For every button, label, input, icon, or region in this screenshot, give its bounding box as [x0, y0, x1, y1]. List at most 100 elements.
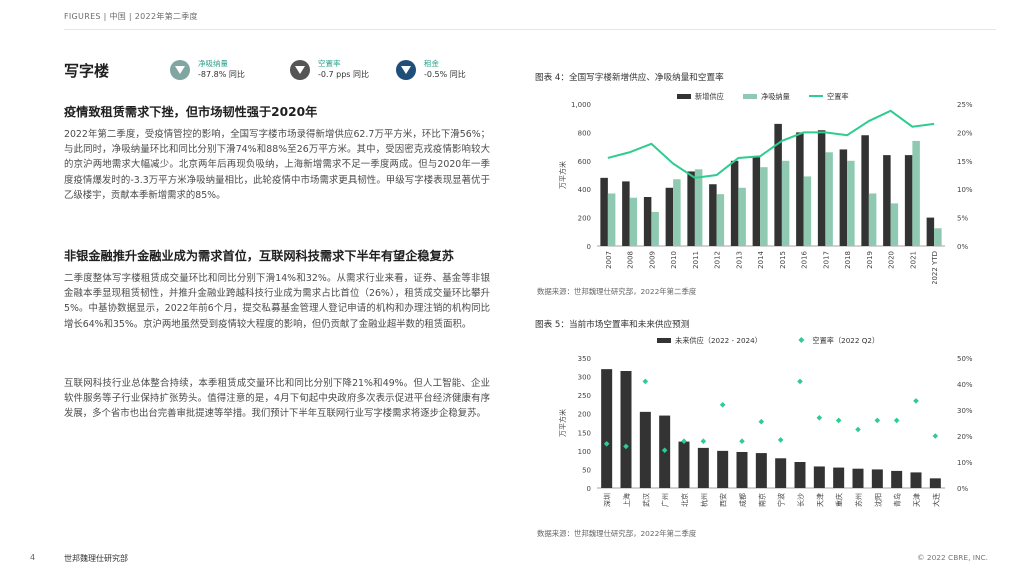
figure5-source: 数据来源：世邦魏理仕研究部，2022年第二季度	[537, 529, 697, 538]
bar	[755, 453, 767, 488]
y-tick-label: 250	[578, 392, 591, 400]
chart-future-supply-vacancy: 0 50 100 150 200 250 300 350 0% 10% 20% 30% 40% 50% 万平…	[558, 336, 973, 507]
bar	[678, 441, 690, 488]
bar	[813, 466, 825, 488]
x-tick-label: 重庆	[835, 493, 844, 507]
y-tick-label: 200	[578, 411, 591, 419]
legend-label: 空置率（2022 Q2）	[812, 336, 879, 345]
vacancy-point	[642, 378, 649, 385]
legend-label: 新增供应	[695, 92, 724, 101]
x-tick-label: 北京	[680, 493, 689, 507]
paragraph-3: 互联网科技行业总体整合持续，本季租赁成交量环比和同比分别下降21%和49%。但人…	[64, 378, 490, 420]
legend-swatch	[657, 338, 671, 343]
bar	[629, 197, 638, 246]
kpi-label: 空置率	[318, 59, 341, 68]
y2-tick-label: 10%	[957, 459, 973, 467]
kpi-value: -87.8% 同比	[198, 70, 245, 79]
y-tick-label: 50	[582, 466, 591, 474]
x-tick-label: 2012	[714, 251, 722, 269]
bar	[736, 451, 748, 488]
bar	[738, 187, 746, 246]
bar	[665, 187, 674, 246]
vacancy-line	[607, 109, 935, 179]
legend-label: 未来供应（2022 - 2024）	[675, 336, 762, 345]
kpi-value: -0.7 pps 同比	[318, 70, 370, 79]
bar	[687, 171, 695, 246]
y2-tick-label: 50%	[957, 355, 973, 363]
x-tick-label: 杭州	[699, 493, 708, 507]
vacancy-point	[719, 402, 726, 408]
y2-tick-label: 30%	[957, 407, 973, 415]
legend-label: 空置率	[827, 92, 849, 101]
y2-tick-label: 0%	[957, 243, 968, 251]
bar	[730, 160, 739, 246]
kpi-label: 净吸纳量	[198, 59, 228, 68]
x-tick-label: 长沙	[796, 493, 805, 507]
bar	[620, 371, 632, 488]
chart-supply-absorption-vacancy: 0 200 400 600 800 1,000 0% 5% 10% 15% 20% 25% 万平方米 20…	[558, 92, 973, 284]
vacancy-point	[893, 417, 900, 424]
vacancy-point	[816, 415, 823, 421]
x-tick-label: 上海	[622, 493, 631, 507]
y-tick-label: 150	[578, 429, 591, 437]
y2-tick-label: 25%	[957, 101, 973, 109]
bar	[825, 152, 833, 246]
x-tick-label: 2022 YTD	[931, 251, 939, 284]
legend-swatch	[798, 337, 805, 343]
y-tick-label: 1,000	[571, 101, 591, 109]
y-tick-label: 400	[578, 186, 591, 194]
bar	[622, 181, 630, 246]
bar	[890, 203, 899, 246]
bar	[910, 472, 922, 488]
y-tick-label: 800	[578, 129, 591, 137]
y2-tick-label: 15%	[957, 158, 973, 166]
bar	[717, 450, 729, 488]
vacancy-point	[777, 437, 784, 443]
bar	[803, 176, 812, 246]
bar	[774, 123, 782, 246]
x-tick-label: 2007	[605, 251, 613, 269]
y2-tick-label: 10%	[957, 186, 973, 194]
y2-tick-label: 40%	[957, 381, 973, 389]
bar	[891, 470, 903, 488]
vacancy-point	[835, 417, 842, 424]
vacancy-point	[700, 438, 707, 444]
x-tick-label: 大连	[931, 493, 940, 507]
x-tick-label: 苏州	[854, 493, 863, 507]
x-tick-label: 沈阳	[873, 493, 882, 507]
footer-brand: 世邦魏理仕研究部	[64, 554, 128, 563]
x-tick-label: 2019	[866, 251, 874, 269]
bar	[781, 160, 790, 246]
y2-tick-label: 0%	[957, 485, 968, 493]
y-tick-label: 350	[578, 355, 591, 363]
bar	[817, 130, 826, 246]
legend-label: 净吸纳量	[761, 92, 790, 101]
figure4-title: 图表 4：全国写字楼新增供应、净吸纳量和空置率	[535, 73, 724, 83]
y-axis-label: 万平方米	[558, 409, 567, 437]
vacancy-point	[758, 418, 765, 425]
x-tick-label: 2021	[909, 251, 917, 269]
x-tick-label: 2008	[627, 251, 635, 269]
figure5-title: 图表 5：当前市场空置率和未来供应预测	[535, 320, 690, 330]
y-tick-label: 100	[578, 448, 591, 456]
bar	[796, 132, 804, 246]
x-tick-label: 2010	[670, 251, 678, 269]
x-tick-label: 2017	[822, 251, 830, 269]
bar	[852, 468, 864, 488]
bar	[847, 160, 855, 246]
bar	[839, 149, 848, 246]
x-tick-label: 2016	[801, 250, 809, 268]
bar	[929, 478, 941, 488]
bar	[912, 140, 920, 246]
page-number: 4	[30, 553, 36, 562]
vacancy-point	[661, 447, 668, 454]
x-tick-label: 西安	[719, 493, 728, 507]
x-tick-label: 成都	[738, 493, 747, 507]
down-triangle-icon	[396, 60, 416, 80]
x-tick-label: 广州	[661, 493, 670, 507]
y-tick-label: 0	[587, 485, 591, 493]
y-axis-label: 万平方米	[558, 161, 567, 189]
x-tick-label: 2020	[888, 251, 896, 269]
bar	[639, 411, 651, 488]
bar	[694, 169, 703, 246]
